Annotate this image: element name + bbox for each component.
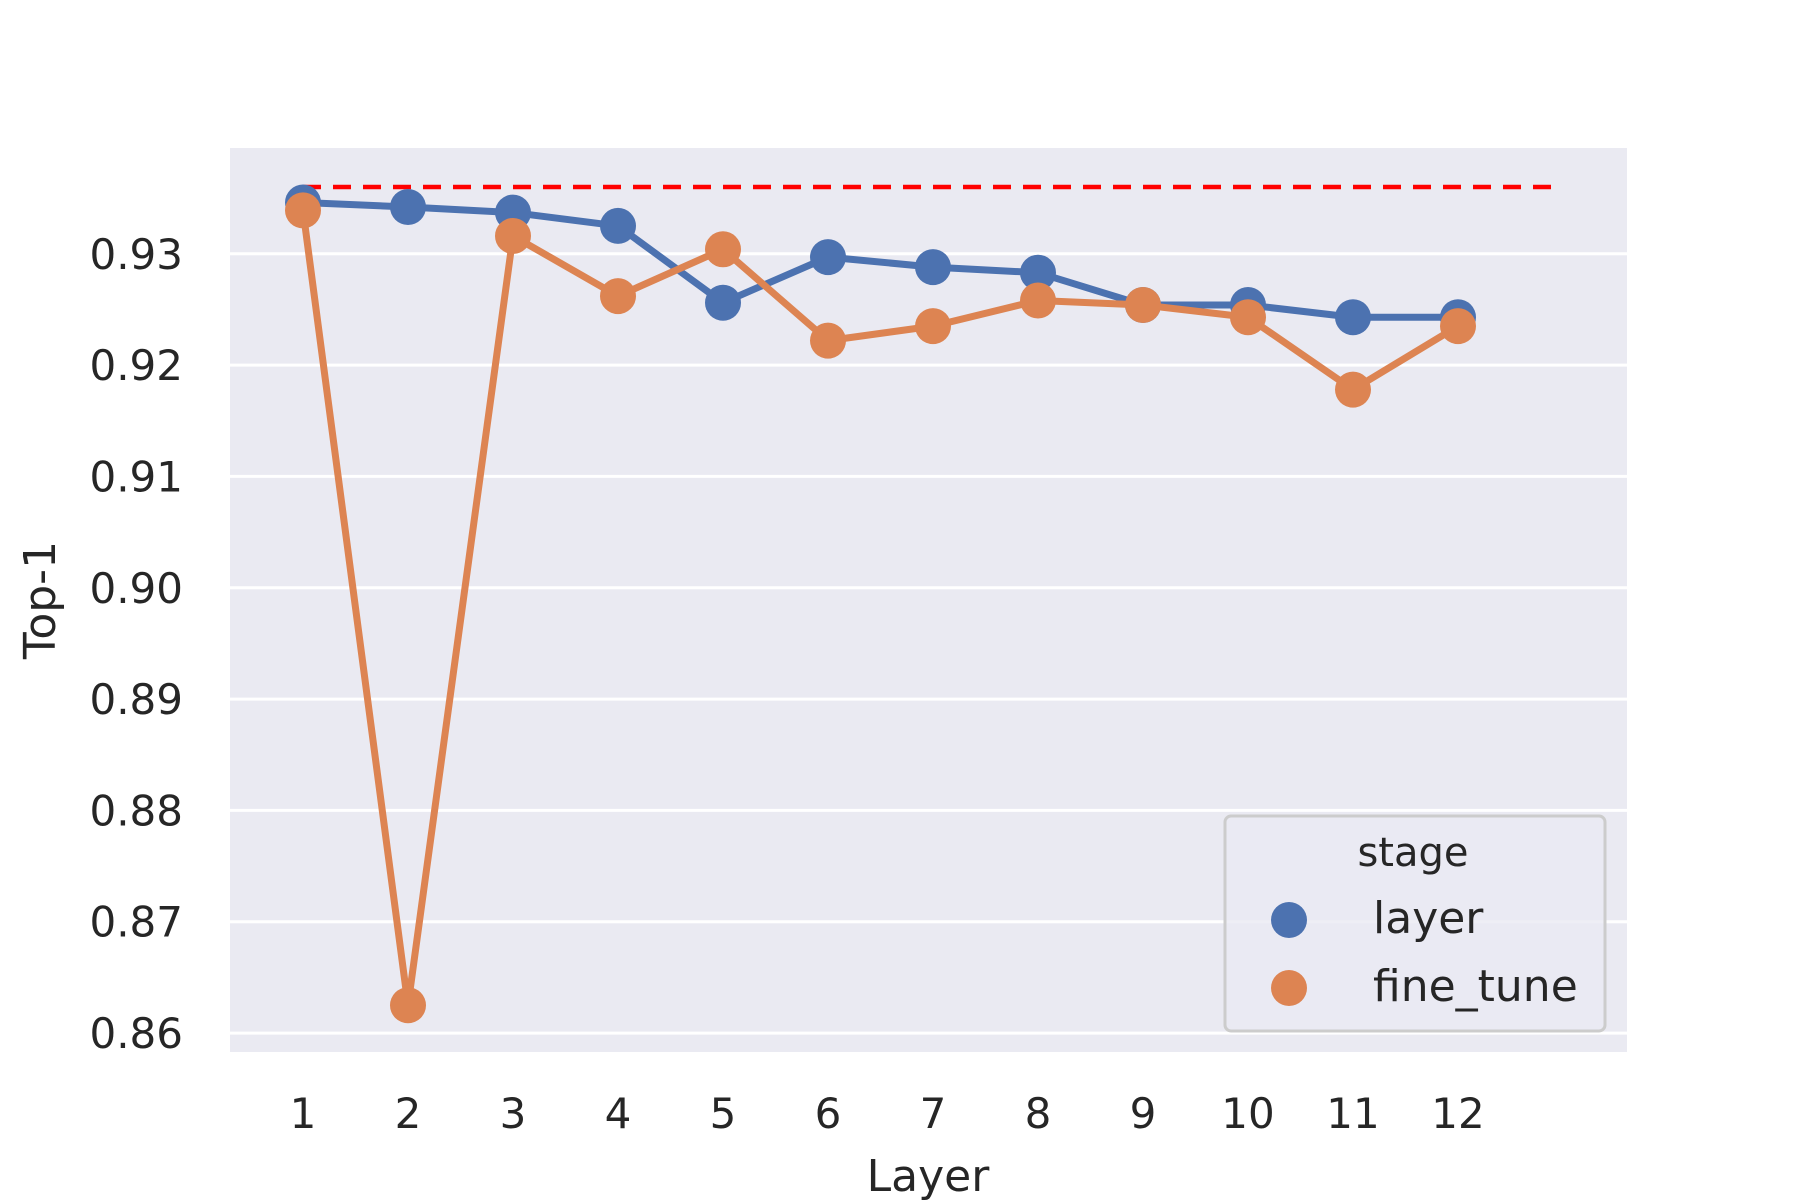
series-line-fine-tune — [299, 206, 1462, 1009]
legend: stage layer fine_tune — [1223, 814, 1607, 1033]
x-tick-label: 2 — [395, 1089, 422, 1138]
y-tick-label: 0.89 — [89, 675, 183, 724]
data-point-fine-tune — [285, 192, 321, 229]
y-tick-label: 0.87 — [89, 898, 183, 947]
legend-box — [1223, 814, 1607, 1033]
x-axis-label: Layer — [867, 1151, 991, 1200]
data-point-layer — [600, 207, 636, 244]
data-point-fine-tune — [705, 231, 741, 268]
x-tick-label: 1 — [290, 1089, 317, 1138]
data-point-fine-tune — [915, 308, 951, 345]
data-point-fine-tune — [810, 322, 846, 359]
x-tick-labels: 1 2 3 4 5 6 7 8 9 10 11 12 — [290, 1089, 1485, 1138]
data-point-fine-tune — [600, 278, 636, 315]
y-axis-label: Top-1 — [15, 541, 66, 660]
y-tick-label: 0.88 — [89, 786, 183, 835]
y-tick-label: 0.86 — [89, 1009, 183, 1058]
data-point-fine-tune — [1125, 286, 1161, 323]
data-point-layer — [915, 249, 951, 286]
data-point-fine-tune — [1335, 371, 1371, 408]
series-fine-tune — [285, 192, 1476, 1024]
x-tick-label: 12 — [1431, 1089, 1484, 1138]
data-point-layer — [810, 239, 846, 276]
x-tick-label: 10 — [1221, 1089, 1274, 1138]
data-point-fine-tune — [1440, 308, 1476, 345]
x-tick-label: 4 — [605, 1089, 632, 1138]
x-tick-label: 3 — [500, 1089, 527, 1138]
data-point-layer — [705, 284, 741, 321]
x-tick-label: 7 — [920, 1089, 947, 1138]
data-point-fine-tune — [495, 217, 531, 254]
data-point-layer — [390, 189, 426, 226]
series-group — [285, 184, 1476, 1024]
legend-label-layer: layer — [1373, 893, 1484, 944]
legend-marker-fine-tune — [1271, 970, 1307, 1006]
data-point-fine-tune — [390, 987, 426, 1024]
x-tick-label: 11 — [1326, 1089, 1379, 1138]
x-tick-label: 6 — [815, 1089, 842, 1138]
data-point-layer — [1335, 299, 1371, 336]
data-point-fine-tune — [1020, 282, 1056, 319]
x-tick-label: 5 — [710, 1089, 737, 1138]
data-point-layer — [1020, 254, 1056, 291]
x-tick-label: 9 — [1130, 1089, 1157, 1138]
y-tick-label: 0.91 — [89, 452, 183, 501]
x-tick-label: 8 — [1025, 1089, 1052, 1138]
y-tick-label: 0.90 — [89, 564, 183, 613]
y-tick-label: 0.92 — [89, 341, 183, 390]
legend-label-fine-tune: fine_tune — [1373, 961, 1578, 1012]
legend-title: stage — [1357, 830, 1468, 876]
y-tick-labels: 0.86 0.87 0.88 0.89 0.90 0.91 0.92 0.93 — [89, 230, 183, 1058]
data-point-fine-tune — [1230, 299, 1266, 336]
y-tick-label: 0.93 — [89, 230, 183, 279]
legend-marker-layer — [1271, 902, 1307, 938]
